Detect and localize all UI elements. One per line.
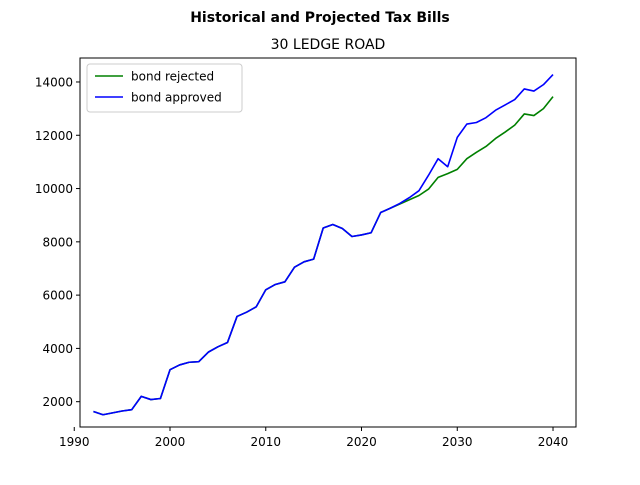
data-point-bond-approved	[217, 346, 219, 348]
data-point-bond-approved	[227, 342, 229, 344]
data-point-bond-approved	[121, 410, 123, 412]
data-point-bond-approved	[533, 90, 535, 92]
data-point-bond-approved	[447, 166, 449, 168]
chart-subtitle: 30 LEDGE ROAD	[271, 37, 386, 53]
data-point-bond-approved	[380, 212, 382, 214]
x-tick-label: 2030	[442, 435, 473, 449]
y-axis: 2000 4000 6000 8000 10000 12000 14000	[35, 75, 80, 409]
data-point-bond-approved	[208, 351, 210, 353]
data-point-bond-approved	[437, 158, 439, 160]
data-point-bond-approved	[332, 224, 334, 226]
data-point-bond-approved	[514, 99, 516, 101]
data-point-bond-rejected	[552, 96, 554, 98]
x-tick-label: 2020	[346, 435, 377, 449]
data-point-bond-approved	[275, 284, 277, 286]
data-point-bond-approved	[93, 411, 95, 413]
data-point-bond-approved	[418, 190, 420, 192]
data-point-bond-approved	[246, 311, 248, 313]
data-point-bond-approved	[523, 88, 525, 90]
data-point-bond-approved	[466, 123, 468, 125]
data-point-bond-approved	[255, 306, 257, 308]
x-tick-label: 1990	[59, 435, 90, 449]
legend-frame	[86, 63, 243, 113]
y-tick-label: 4000	[42, 342, 73, 356]
data-point-bond-rejected	[476, 152, 478, 154]
data-point-bond-approved	[351, 236, 353, 238]
data-point-bond-approved	[150, 399, 152, 401]
data-point-bond-rejected	[418, 195, 420, 197]
data-point-bond-approved	[140, 396, 142, 398]
data-point-bond-approved	[370, 232, 372, 234]
data-point-bond-rejected	[495, 138, 497, 140]
data-point-bond-approved	[188, 361, 190, 363]
data-point-bond-rejected	[514, 124, 516, 126]
data-point-bond-approved	[552, 74, 554, 76]
data-point-bond-approved	[102, 414, 104, 416]
plot-series-group	[93, 73, 554, 416]
data-point-bond-rejected	[523, 113, 525, 115]
data-point-bond-approved	[236, 316, 238, 318]
data-point-bond-rejected	[428, 188, 430, 190]
series-line-bond-approved	[93, 73, 554, 416]
data-point-bond-rejected	[504, 131, 506, 133]
data-point-bond-approved	[198, 361, 200, 363]
legend: bond rejected bond approved	[86, 63, 243, 113]
data-point-bond-rejected	[447, 173, 449, 175]
data-point-bond-approved	[112, 412, 114, 414]
x-tick-label: 2000	[155, 435, 186, 449]
data-point-bond-approved	[543, 84, 545, 86]
data-point-bond-approved	[389, 207, 391, 209]
data-point-bond-approved	[485, 117, 487, 119]
data-point-bond-approved	[131, 409, 133, 411]
data-point-bond-rejected	[437, 177, 439, 179]
data-point-bond-approved	[342, 228, 344, 230]
data-point-bond-approved	[284, 281, 286, 283]
data-point-bond-approved	[476, 122, 478, 124]
data-point-bond-approved	[409, 197, 411, 199]
data-point-bond-rejected	[456, 169, 458, 171]
data-point-bond-approved	[495, 109, 497, 111]
data-point-bond-rejected	[409, 199, 411, 201]
data-point-bond-approved	[456, 137, 458, 139]
data-point-bond-rejected	[543, 108, 545, 110]
data-point-bond-rejected	[485, 146, 487, 148]
data-point-bond-approved	[294, 266, 296, 268]
series-line-bond-rejected	[93, 96, 554, 416]
axes-frame	[79, 57, 577, 428]
y-tick-label: 8000	[42, 235, 73, 249]
x-tick-label: 2010	[250, 435, 281, 449]
data-point-bond-rejected	[533, 115, 535, 117]
y-tick-label: 10000	[35, 182, 73, 196]
y-tick-label: 6000	[42, 289, 73, 303]
data-point-bond-approved	[179, 364, 181, 366]
legend-label-bond-rejected: bond rejected	[131, 70, 214, 84]
data-point-bond-approved	[504, 104, 506, 106]
x-axis: 1990 2000 2010 2020 2030 2040	[59, 427, 568, 449]
data-point-bond-approved	[303, 261, 305, 263]
data-point-bond-approved	[313, 258, 315, 260]
data-point-bond-approved	[428, 174, 430, 176]
data-point-bond-rejected	[466, 158, 468, 160]
chart-title: Historical and Projected Tax Bills	[190, 10, 450, 26]
y-tick-label: 2000	[42, 395, 73, 409]
data-point-bond-approved	[322, 227, 324, 229]
data-point-bond-approved	[399, 203, 401, 205]
legend-label-bond-approved: bond approved	[131, 91, 222, 105]
x-tick-label: 2040	[538, 435, 569, 449]
y-tick-label: 12000	[35, 129, 73, 143]
data-point-bond-approved	[265, 289, 267, 291]
data-point-bond-approved	[361, 234, 363, 236]
y-tick-label: 14000	[35, 75, 73, 89]
data-point-bond-approved	[160, 398, 162, 400]
data-point-bond-approved	[169, 369, 171, 371]
